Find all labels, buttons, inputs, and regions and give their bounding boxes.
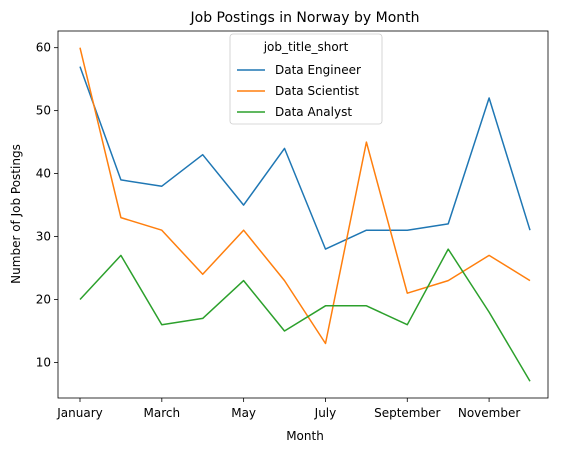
x-axis: January March May July September November	[56, 398, 520, 420]
x-tick-label: May	[231, 406, 256, 420]
legend-entry-data-engineer: Data Engineer	[275, 63, 361, 77]
legend-title: job_title_short	[263, 40, 349, 54]
y-tick-label: 10	[36, 355, 51, 369]
x-tick-label: March	[144, 406, 181, 420]
legend-entry-data-scientist: Data Scientist	[275, 84, 359, 98]
y-tick-label: 50	[36, 104, 51, 118]
x-tick-label: July	[314, 406, 337, 420]
series-line-data-analyst	[79, 248, 531, 382]
x-tick-label: January	[56, 406, 103, 420]
y-tick-label: 20	[36, 292, 51, 306]
series-group	[79, 47, 531, 382]
chart-title: Job Postings in Norway by Month	[190, 10, 420, 26]
legend: job_title_short Data Engineer Data Scien…	[229, 33, 383, 125]
y-axis-label: Number of Job Postings	[9, 144, 23, 284]
y-tick-label: 60	[36, 41, 51, 55]
x-tick-label: September	[374, 406, 440, 420]
legend-entry-data-analyst: Data Analyst	[275, 105, 352, 119]
plot-frame	[57, 30, 549, 399]
x-axis-label: Month	[286, 429, 324, 443]
series-line-data-scientist	[79, 47, 531, 345]
x-tick-label: November	[458, 406, 520, 420]
y-axis: 10 20 30 40 50 60	[36, 41, 58, 369]
legend-box	[229, 33, 383, 125]
y-tick-label: 40	[36, 167, 51, 181]
series-line-data-engineer	[79, 66, 531, 250]
y-tick-label: 30	[36, 230, 51, 244]
